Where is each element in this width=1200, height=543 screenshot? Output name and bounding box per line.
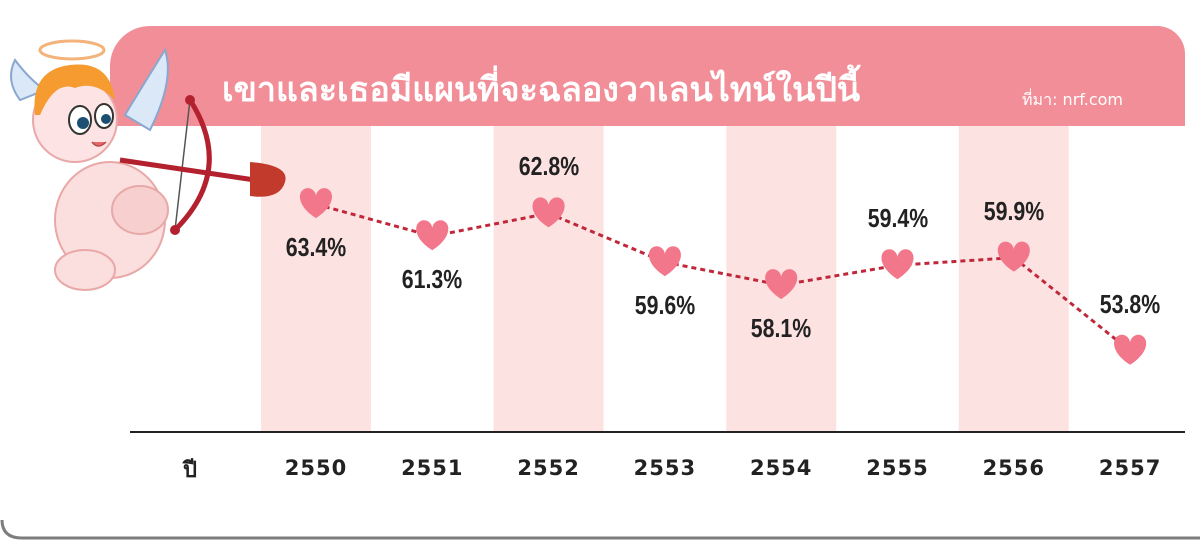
- heart-marker-2555: [881, 249, 914, 280]
- x-tick-2555: 2555: [866, 456, 929, 480]
- line-segment-2553-2554: [664, 260, 782, 287]
- heart-marker-2551: [416, 220, 449, 251]
- data-label-2553: 59.6%: [634, 290, 696, 321]
- x-axis-prefix: ปี: [183, 458, 197, 483]
- data-label-2556: 59.9%: [983, 195, 1045, 226]
- heart-marker-2556: [997, 241, 1030, 272]
- heart-marker-2553: [648, 246, 681, 277]
- column-shade-2556: [958, 126, 1069, 432]
- x-tick-2556: 2556: [982, 456, 1046, 480]
- line-segment-2551-2552: [432, 211, 549, 238]
- line-segment-2550-2551: [315, 202, 433, 238]
- heart-marker-2554: [765, 269, 798, 300]
- x-tick-2550: 2550: [284, 456, 348, 480]
- data-label-2554: 58.1%: [750, 313, 812, 344]
- data-label-2555: 59.4%: [867, 203, 928, 234]
- heart-marker-2550: [299, 188, 333, 219]
- x-tick-2557: 2557: [1098, 456, 1162, 480]
- source-note: ที่มา: nrf.com: [1022, 90, 1123, 109]
- data-label-2552: 62.8%: [518, 151, 579, 182]
- x-tick-2553: 2553: [633, 456, 697, 480]
- heart-marker-2557: [1114, 334, 1147, 365]
- data-label-2551: 61.3%: [402, 264, 463, 295]
- chart-title: เขาและเธอมีแผนที่จะฉลองวาเลนไทน์ในปีนี้: [222, 70, 861, 110]
- line-segment-2556-2557: [1012, 256, 1132, 352]
- line-segment-2554-2555: [780, 263, 898, 287]
- x-tick-2552: 2552: [517, 456, 580, 480]
- heart-marker-2552: [532, 197, 565, 228]
- x-tick-2554: 2554: [749, 456, 813, 480]
- line-segment-2552-2553: [548, 211, 666, 264]
- cupid-with-bow-icon: [10, 39, 286, 291]
- data-label-2557: 53.8%: [1099, 288, 1161, 319]
- column-shade-2552: [493, 126, 604, 432]
- title-banner: [110, 26, 1185, 126]
- data-label-2550: 63.4%: [285, 232, 347, 263]
- line-segment-2555-2556: [897, 256, 1014, 267]
- x-tick-2551: 2551: [401, 456, 464, 480]
